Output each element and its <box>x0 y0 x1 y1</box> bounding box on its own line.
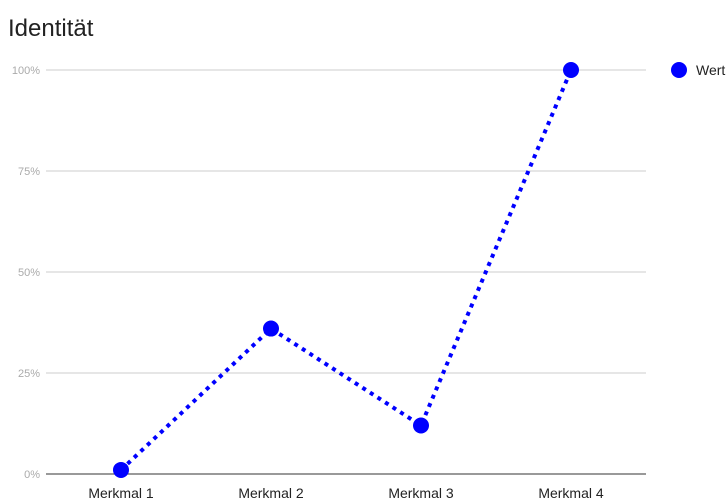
y-tick-label: 0% <box>24 469 40 481</box>
data-point <box>563 62 579 78</box>
legend: Wert <box>671 62 725 78</box>
series-line <box>119 69 573 472</box>
chart-title: Identität <box>8 15 94 42</box>
y-tick-label: 25% <box>18 368 40 380</box>
x-tick-label: Merkmal 4 <box>538 485 604 501</box>
legend-label: Wert <box>696 62 725 78</box>
series-layer <box>113 62 579 478</box>
data-point <box>263 320 279 337</box>
data-point <box>413 417 429 434</box>
y-tick-label: 50% <box>18 267 40 279</box>
x-tick-label: Merkmal 3 <box>388 485 454 501</box>
data-point <box>113 461 129 478</box>
x-axis: Merkmal 1 Merkmal 2 Merkmal 3 Merkmal 4 <box>46 473 646 501</box>
y-axis-ticks: 0% 25% 50% 75% 100% <box>12 65 40 481</box>
x-tick-label: Merkmal 1 <box>88 485 154 501</box>
gridlines <box>46 69 646 374</box>
x-tick-label: Merkmal 2 <box>238 485 304 501</box>
y-tick-label: 100% <box>12 65 40 77</box>
y-tick-label: 75% <box>18 166 40 178</box>
legend-marker <box>671 62 687 78</box>
